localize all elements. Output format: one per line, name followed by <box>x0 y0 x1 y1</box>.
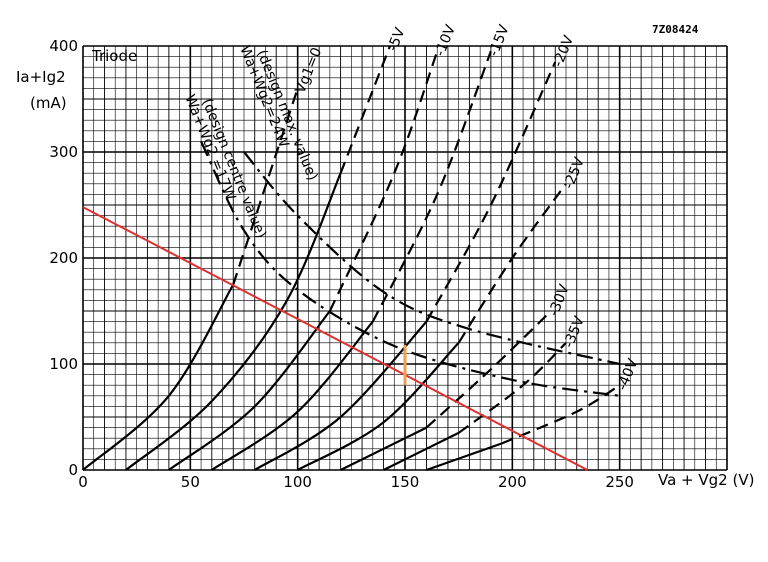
curve-dashed <box>457 183 567 344</box>
tick-labels: 0 50 100 150 200 250 0 100 200 300 400 <box>49 37 634 491</box>
x-tick-label: 50 <box>181 473 200 491</box>
curve-solid <box>340 426 427 471</box>
curve-label: -10V <box>432 22 459 58</box>
curve-dashed <box>232 88 299 285</box>
curve-label: -20V <box>550 33 577 69</box>
curve-solid <box>297 342 460 471</box>
load-line-segment <box>82 206 588 471</box>
curve-dashed <box>425 310 552 429</box>
curve-solid <box>254 320 428 471</box>
curve-dashed <box>501 384 621 445</box>
y-tick-label: 0 <box>68 461 78 479</box>
dissipation-curves <box>200 140 620 397</box>
dissipation-curve <box>200 140 620 397</box>
y-tick-label: 400 <box>49 37 78 55</box>
curve-dashed <box>339 45 391 174</box>
x-tick-label: 250 <box>605 473 634 491</box>
curve-solid <box>383 431 460 471</box>
plate-curves <box>82 45 621 472</box>
y-tick-label: 100 <box>49 355 78 373</box>
grid <box>82 45 728 471</box>
reference-number: 7Z08424 <box>652 23 699 36</box>
load-line <box>82 206 588 471</box>
y-axis-unit: (mA) <box>30 94 67 112</box>
dissipation-curve <box>243 151 620 366</box>
x-tick-label: 0 <box>78 473 88 491</box>
x-tick-label: 100 <box>283 473 312 491</box>
y-tick-label: 300 <box>49 143 78 161</box>
curve-dashed <box>371 50 492 323</box>
curve-solid <box>168 310 331 471</box>
x-axis-label: Va + Vg2 (V) <box>658 471 754 489</box>
curve-solid <box>82 283 235 471</box>
curve-dashed <box>328 50 439 312</box>
x-tick-label: 200 <box>498 473 527 491</box>
curve-dashed <box>458 342 567 434</box>
curve-solid <box>211 320 374 471</box>
x-tick-label: 150 <box>391 473 420 491</box>
y-tick-label: 200 <box>49 249 78 267</box>
y-axis-label: Ia+Ig2 <box>16 68 66 86</box>
curve-solid <box>125 172 342 471</box>
chart-title: Triode <box>91 47 137 65</box>
curve-label: -15V <box>486 22 513 58</box>
curve-solid <box>426 442 502 472</box>
curve-dashed <box>425 61 557 323</box>
